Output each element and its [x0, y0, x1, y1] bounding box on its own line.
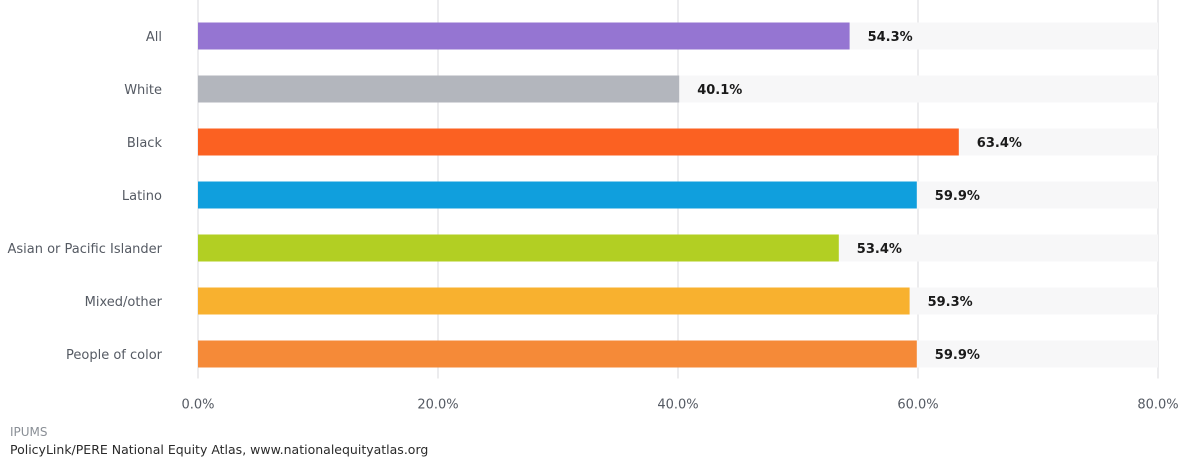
bar-chart: 54.3% 40.1% 63.4% 59.9% 53.4% 59.3% 59.9% All W…: [7, 0, 1179, 413]
category-label: White: [124, 83, 162, 98]
data-label: 59.9%: [935, 348, 980, 363]
category-label: People of color: [66, 348, 163, 363]
bars: 54.3% 40.1% 63.4% 59.9% 53.4% 59.3% 59.9%: [198, 22, 1158, 368]
bar-all: [198, 22, 850, 50]
data-label: 59.3%: [928, 295, 973, 310]
category-label: Black: [127, 136, 163, 151]
category-label: Mixed/other: [85, 295, 163, 310]
source-line-2: PolicyLink/PERE National Equity Atlas, w…: [10, 442, 429, 457]
data-label: 63.4%: [977, 136, 1022, 151]
category-labels: All White Black Latino Asian or Pacific Isla…: [7, 30, 162, 363]
category-label: Asian or Pacific Islander: [7, 242, 162, 257]
x-tick-label: 0.0%: [181, 398, 214, 413]
bar-latino: [198, 181, 917, 209]
data-label: 40.1%: [697, 83, 742, 98]
category-label: Latino: [122, 189, 162, 204]
category-label: All: [146, 30, 162, 45]
bar-black: [198, 128, 959, 156]
x-axis-ticks: 0.0% 20.0% 40.0% 60.0% 80.0%: [181, 398, 1178, 413]
data-label: 54.3%: [868, 30, 913, 45]
bar-mixed-other: [198, 287, 910, 315]
data-label: 53.4%: [857, 242, 902, 257]
x-tick-label: 80.0%: [1137, 398, 1178, 413]
source-note: IPUMS PolicyLink/PERE National Equity At…: [10, 424, 1180, 459]
x-tick-label: 20.0%: [417, 398, 458, 413]
x-tick-label: 40.0%: [657, 398, 698, 413]
source-line-1: IPUMS: [10, 425, 48, 439]
x-tick-label: 60.0%: [897, 398, 938, 413]
bar-white: [198, 75, 680, 103]
data-label: 59.9%: [935, 189, 980, 204]
bar-asian-or-pacific-islander: [198, 234, 839, 262]
bar-people-of-color: [198, 340, 917, 368]
